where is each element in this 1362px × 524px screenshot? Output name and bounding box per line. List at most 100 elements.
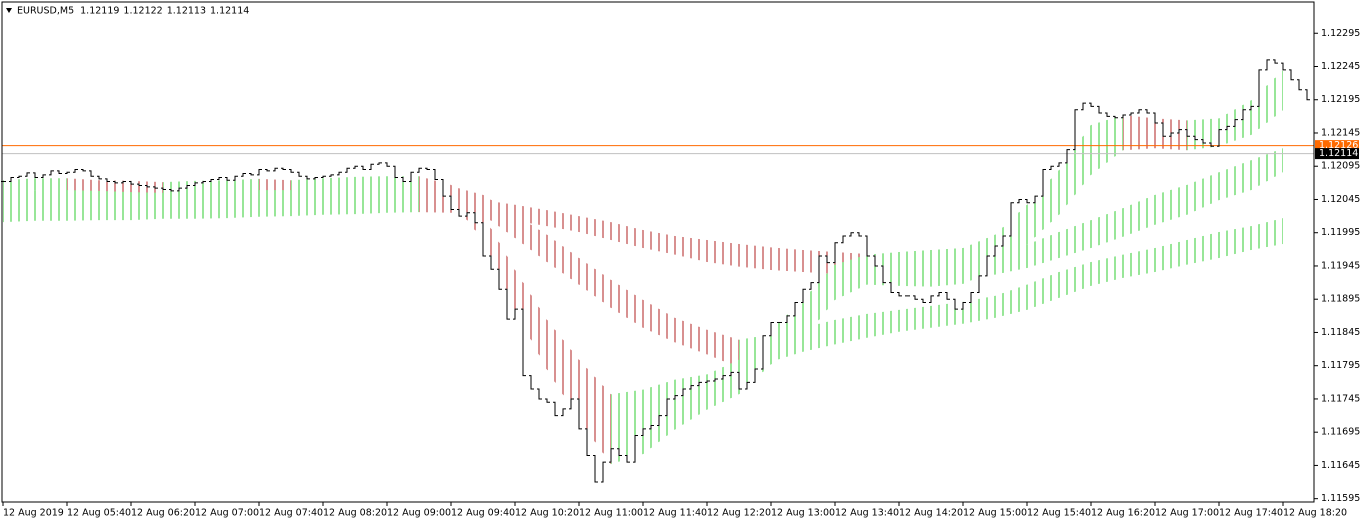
price-bar <box>1121 114 1126 119</box>
price-bar <box>761 335 766 370</box>
price-label-box <box>1315 140 1359 152</box>
band-segment <box>291 178 323 191</box>
header-values: 1.12119 1.12122 1.12113 1.12114 <box>80 6 249 17</box>
band-segment <box>707 240 739 267</box>
price-bar <box>153 186 158 189</box>
price-bar <box>97 175 102 180</box>
price-bar <box>673 395 678 400</box>
price-bar <box>289 169 294 173</box>
price-bar <box>161 187 166 190</box>
band-segment <box>1187 172 1219 215</box>
price-bar <box>1305 89 1310 101</box>
price-bar <box>1105 112 1110 117</box>
band-segment <box>547 234 579 285</box>
price-bar <box>73 169 78 173</box>
band-segment <box>643 299 675 343</box>
band-segment <box>739 244 771 270</box>
price-bar <box>793 302 798 317</box>
price-bar <box>497 268 502 290</box>
band-segment <box>1059 220 1091 258</box>
price-bar <box>505 288 510 320</box>
price-bar <box>1113 115 1118 119</box>
price-bar <box>417 167 422 173</box>
price-bar <box>1057 162 1062 167</box>
band-segment <box>547 210 579 233</box>
band-segment <box>771 247 803 272</box>
price-bar <box>353 165 358 169</box>
x-tick-label: 12 Aug 16:20 <box>1091 508 1155 519</box>
header-value: 1.12122 <box>123 6 162 17</box>
price-bar <box>633 435 638 463</box>
y-tick-label: 1.12195 <box>1321 94 1360 105</box>
price-bar <box>681 388 686 397</box>
price-bar <box>921 298 926 304</box>
price-bar <box>961 302 966 310</box>
band-segment <box>131 200 163 221</box>
x-tick-label: 12 Aug 11:40 <box>643 508 707 519</box>
band-segment <box>515 269 547 370</box>
price-bar <box>385 162 390 167</box>
price-bar <box>945 292 950 300</box>
band-segment <box>259 196 291 217</box>
price-bar <box>593 454 598 483</box>
band-segment <box>675 317 707 355</box>
price-bar <box>65 171 70 175</box>
y-tick-label: 1.11595 <box>1321 493 1360 504</box>
price-bar <box>657 415 662 427</box>
price-bar <box>177 187 182 192</box>
price-label: 1.12126 <box>1319 140 1358 151</box>
price-bar <box>865 235 870 257</box>
price-bar <box>1225 125 1230 131</box>
price-bar <box>985 255 990 277</box>
price-bar <box>193 182 198 187</box>
x-tick-label: 12 Aug 10:20 <box>515 508 579 519</box>
price-bar <box>529 375 534 390</box>
band-segment <box>1123 248 1155 278</box>
price-bar <box>513 308 518 320</box>
price-bar <box>121 181 126 184</box>
band-segment <box>675 374 707 430</box>
price-bar <box>617 448 622 456</box>
band-segment <box>1251 70 1283 135</box>
band-segment <box>259 178 291 191</box>
price-bar <box>1025 198 1030 204</box>
price-label-box <box>1315 148 1359 160</box>
price-bar <box>409 171 414 183</box>
band-segment <box>1027 232 1059 268</box>
price-bar <box>369 163 374 171</box>
price-bar <box>209 179 214 183</box>
price-label: 1.12114 <box>1319 148 1358 159</box>
price-bar <box>729 371 734 377</box>
price-bar <box>1161 122 1166 137</box>
price-bar <box>929 295 934 304</box>
price-bar <box>569 398 574 410</box>
price-bar <box>393 165 398 179</box>
price-bar <box>1065 149 1070 164</box>
band-segment <box>1059 125 1091 215</box>
band-segment <box>1091 115 1123 175</box>
price-bar <box>833 242 838 264</box>
price-bar <box>1201 139 1206 144</box>
price-bar <box>1209 142 1214 147</box>
price-bar <box>889 282 894 294</box>
price-bar <box>129 181 134 185</box>
x-tick-label: 12 Aug 09:40 <box>451 508 515 519</box>
symbol: EURUSD,M5 <box>17 6 74 17</box>
band-segment <box>227 198 259 219</box>
menu-arrow[interactable] <box>6 8 12 13</box>
price-bar <box>609 448 614 463</box>
price-bar <box>977 275 982 294</box>
band-segment <box>99 200 131 221</box>
price-bar <box>705 380 710 383</box>
y-tick-label: 1.12245 <box>1321 61 1360 72</box>
band-segment <box>675 236 707 262</box>
y-tick-label: 1.12045 <box>1321 194 1360 205</box>
price-bar <box>1073 109 1078 151</box>
price-bar <box>1001 235 1006 247</box>
price-bar <box>225 177 230 181</box>
price-bar <box>641 428 646 437</box>
band-segment <box>291 196 323 217</box>
band-segment <box>323 194 355 215</box>
band-segment <box>1155 240 1187 272</box>
price-bar <box>1129 112 1134 116</box>
